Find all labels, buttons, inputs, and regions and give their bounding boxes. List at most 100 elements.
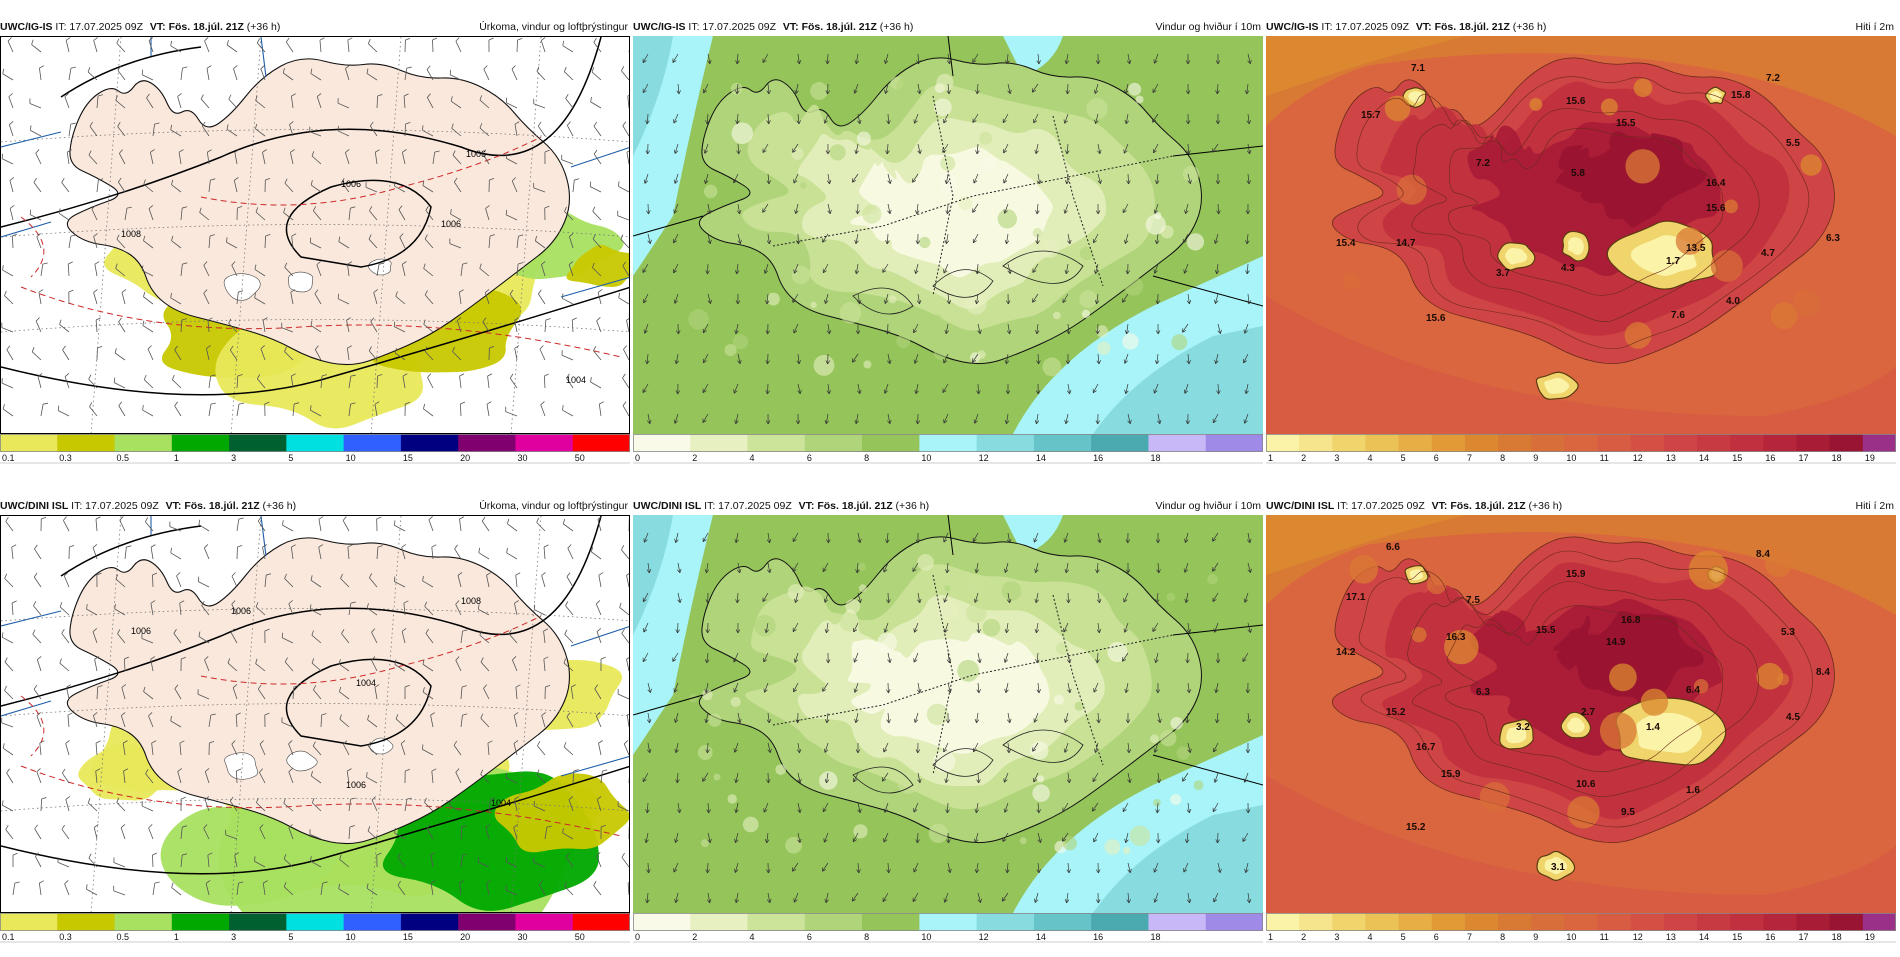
wind-map [633, 515, 1263, 913]
temperature-value: 6.6 [1386, 542, 1400, 553]
colorbar-label: 50 [575, 453, 585, 463]
init-time: IT: 17.07.2025 09Z [1337, 500, 1425, 512]
panel-bottom-precip: UWC/DINI ISL IT: 17.07.2025 09Z VT: Fös.… [0, 497, 630, 957]
colorbar-swatch [573, 913, 630, 931]
colorbar-label: 14 [1699, 932, 1709, 942]
colorbar-swatch [344, 913, 402, 931]
colorbar-swatch [1266, 913, 1300, 931]
temperature-value: 4.7 [1761, 248, 1775, 259]
colorbar-swatch [1432, 434, 1466, 452]
init-time: IT: 17.07.2025 09Z [1321, 21, 1409, 33]
colorbar-label: 0.5 [117, 932, 130, 942]
temperature-value: 9.5 [1621, 807, 1635, 818]
colorbar-label: 16 [1093, 453, 1103, 463]
isobar-label: 1006 [131, 626, 151, 636]
model-name: UWC/IG-IS [633, 21, 686, 33]
colorbar-swatch [1598, 434, 1632, 452]
isobar-label: 1004 [356, 678, 376, 688]
colorbar-label: 12 [979, 932, 989, 942]
colorbar-swatch [1465, 913, 1499, 931]
colorbar-label: 18 [1832, 453, 1842, 463]
panel-title: Vindur og hviður í 10m [1156, 497, 1261, 515]
colorbar-label: 6 [807, 932, 812, 942]
colorbar-label: 3 [1334, 453, 1339, 463]
colorbar-label: 10 [1566, 453, 1576, 463]
temperature-value: 1.4 [1646, 722, 1660, 733]
colorbar-label: 18 [1832, 932, 1842, 942]
panel-header: UWC/DINI ISL IT: 17.07.2025 09Z VT: Fös.… [633, 497, 1263, 515]
temperature-value: 5.3 [1781, 627, 1795, 638]
isobar-label: 1006 [346, 780, 366, 790]
colorbar-swatch [57, 434, 115, 452]
colorbar-label: 8 [1500, 453, 1505, 463]
valid-time-label: VT: [799, 500, 815, 512]
temperature-value: 4.3 [1561, 263, 1575, 274]
colorbar-label: 2 [692, 453, 697, 463]
colorbar-label: 30 [517, 453, 527, 463]
colorbar-label: 18 [1150, 932, 1160, 942]
colorbar-swatch [172, 434, 230, 452]
colorbar-swatch [515, 434, 573, 452]
temperature-value: 8.4 [1756, 549, 1770, 560]
colorbar-label: 13 [1666, 932, 1676, 942]
temperature-value: 14.9 [1606, 637, 1626, 648]
colorbar-swatch [1399, 913, 1433, 931]
colorbar-label: 19 [1865, 932, 1875, 942]
valid-time: Fös. 18.júl. 21Z [184, 500, 259, 512]
temperature-value: 15.6 [1566, 96, 1586, 107]
valid-time: Fös. 18.júl. 21Z [1450, 500, 1525, 512]
colorbar-swatch [977, 434, 1035, 452]
colorbar-swatch [1498, 434, 1532, 452]
colorbar-swatch [401, 434, 459, 452]
colorbar-label: 4 [750, 453, 755, 463]
panel-bottom-temp: UWC/DINI ISL IT: 17.07.2025 09Z VT: Fös.… [1266, 497, 1896, 957]
colorbar-label: 10 [921, 932, 931, 942]
lead-time: (+36 h) [1529, 500, 1563, 512]
colorbar-label: 4 [1367, 932, 1372, 942]
panel-title: Úrkoma, vindur og loftþrýstingur [479, 497, 628, 515]
colorbar-label: 0.3 [59, 932, 72, 942]
colorbar-label: 1 [1268, 932, 1273, 942]
colorbar-label: 6 [807, 453, 812, 463]
temperature-value: 10.6 [1576, 779, 1596, 790]
colorbar-label: 2 [1301, 932, 1306, 942]
colorbar-label: 5 [1401, 932, 1406, 942]
temperature-value: 3.1 [1551, 862, 1565, 873]
temperature-value: 8.4 [1816, 667, 1830, 678]
colorbar-label: 15 [403, 453, 413, 463]
temperature-value: 15.6 [1706, 203, 1726, 214]
colorbar-swatch [458, 913, 516, 931]
colorbar-label: 15 [1732, 932, 1742, 942]
colorbar-label: 10 [346, 932, 356, 942]
colorbar-swatch [57, 913, 115, 931]
isobar-label: 1004 [491, 798, 511, 808]
temperature-value: 15.9 [1441, 769, 1461, 780]
colorbar-swatch [344, 434, 402, 452]
colorbar-swatch [1730, 913, 1764, 931]
colorbar-label: 20 [460, 932, 470, 942]
colorbar-swatch [1465, 434, 1499, 452]
panel-header: UWC/DINI ISL IT: 17.07.2025 09Z VT: Fös.… [1266, 497, 1896, 515]
colorbar-label: 12 [1633, 453, 1643, 463]
init-time: IT: 17.07.2025 09Z [688, 21, 776, 33]
colorbar-swatch [1432, 913, 1466, 931]
colorbar-label: 11 [1600, 932, 1609, 942]
colorbar-swatch [1531, 913, 1565, 931]
colorbar-swatch [1034, 434, 1092, 452]
panel-header: UWC/IG-IS IT: 17.07.2025 09Z VT: Fös. 18… [1266, 18, 1896, 36]
colorbar-label: 9 [1533, 453, 1538, 463]
colorbar-swatch [1365, 913, 1399, 931]
lead-time: (+36 h) [896, 500, 930, 512]
panel-top-temp: UWC/IG-IS IT: 17.07.2025 09Z VT: Fös. 18… [1266, 18, 1896, 478]
temperature-value: 7.2 [1476, 158, 1490, 169]
colorbar-swatch [0, 913, 58, 931]
colorbar-label: 7 [1467, 932, 1472, 942]
colorbar-swatch [573, 434, 630, 452]
colorbar-label: 2 [692, 932, 697, 942]
colorbar-label: 14 [1699, 453, 1709, 463]
temperature-value: 14.7 [1396, 238, 1416, 249]
colorbar-label: 13 [1666, 453, 1676, 463]
panel-header: UWC/DINI ISL IT: 17.07.2025 09Z VT: Fös.… [0, 497, 630, 515]
